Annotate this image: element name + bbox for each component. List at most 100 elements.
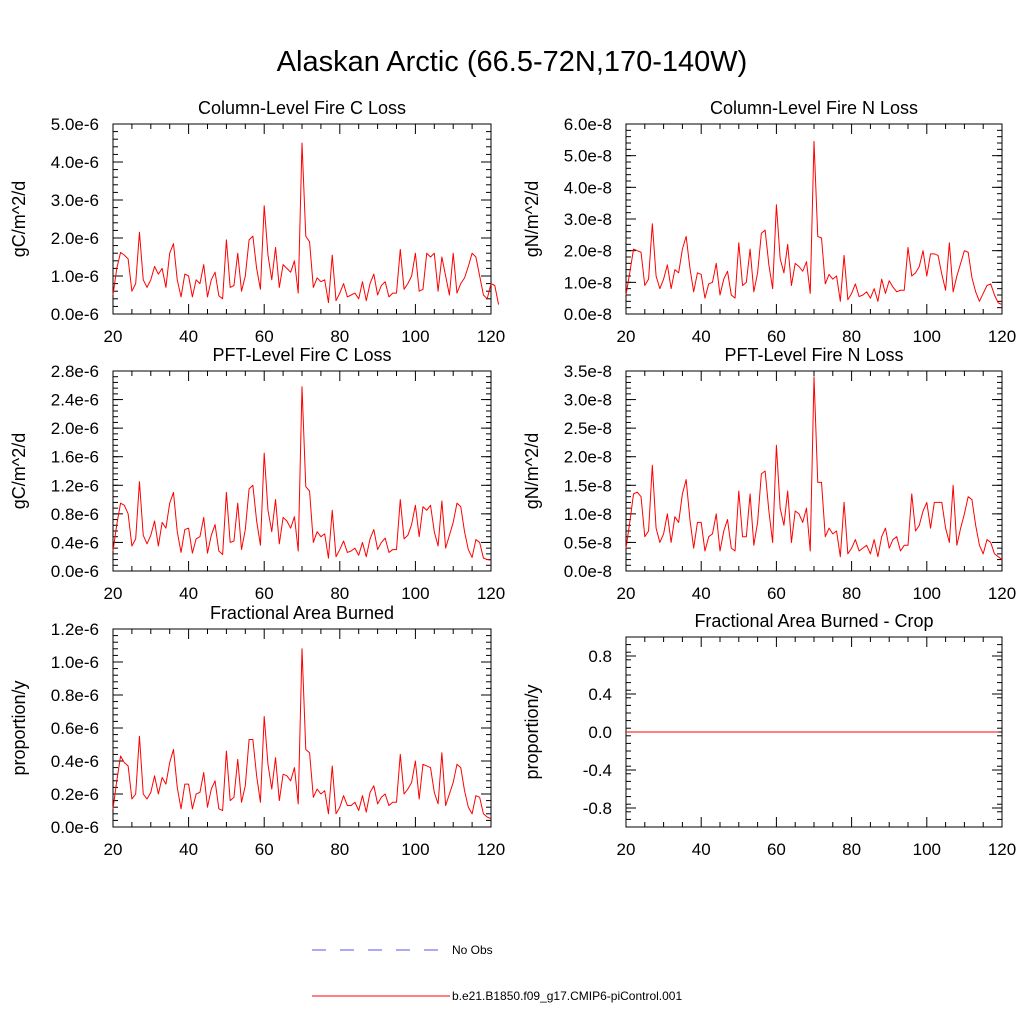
y-tick-label: 0.4e-6 [51,752,99,771]
y-tick-label: 3.0e-6 [51,191,99,210]
y-tick-label: 1.6e-6 [51,448,99,467]
y-tick-label: 0.0e-8 [564,305,612,324]
y-tick-label: 4.0e-6 [51,153,99,172]
y-tick-label: 1.0e-6 [51,267,99,286]
y-tick-label: 3.5e-8 [564,362,612,381]
y-tick-label: 2.0e-6 [51,229,99,248]
x-tick-label: 80 [842,584,861,603]
y-tick-label: 2.8e-6 [51,362,99,381]
y-tick-label: 0.0e-6 [51,562,99,581]
chart-title: PFT-Level Fire C Loss [212,345,391,365]
x-tick-label: 60 [767,327,786,346]
series-line [625,140,1003,305]
y-tick-label: -0.4 [583,761,612,780]
series-line [625,376,1003,560]
y-axis-label: gN/m^2/d [522,433,542,509]
x-tick-label: 120 [477,327,505,346]
series-line [112,142,500,305]
y-tick-label: 1.0e-6 [51,653,99,672]
y-tick-label: 0.0e-8 [564,562,612,581]
x-tick-label: 20 [617,840,636,859]
y-tick-label: 6.0e-8 [564,115,612,134]
figure-title: Alaskan Arctic (66.5-72N,170-140W) [276,46,748,78]
y-tick-label: 1.2e-6 [51,620,99,639]
y-tick-label: 0.4 [588,685,612,704]
x-tick-label: 40 [179,840,198,859]
y-tick-label: 2.5e-8 [564,419,612,438]
y-tick-label: 0.0e-6 [51,818,99,837]
chart-panel-2: 20 40 60 80 100 120 0.0e-8 1.0e-8 2.0e-8 3.0e-8 4.… [522,98,1016,346]
chart-title: PFT-Level Fire N Loss [724,345,903,365]
y-tick-label: 3.0e-8 [564,210,612,229]
x-tick-label: 120 [988,840,1016,859]
y-tick-label: 1.0e-8 [564,273,612,292]
y-tick-label: 2.0e-6 [51,419,99,438]
y-tick-label: 4.0e-8 [564,178,612,197]
x-tick-label: 40 [179,327,198,346]
x-tick-label: 100 [913,327,941,346]
chart-panel-1: 20 40 60 80 100 120 0.0e-6 1.0e-6 2.0e-6 3.0e-6 4.… [9,98,505,346]
y-tick-label: 1.5e-8 [564,476,612,495]
y-tick-label: 0.0 [588,723,612,742]
chart-title: Fractional Area Burned [210,603,394,623]
x-tick-label: 20 [104,840,123,859]
y-axis-label: gC/m^2/d [9,181,29,257]
chart-panel-6: 20 40 60 80 100 120 -0.8 -0.4 0.0 0.4 0.8 Fractiona… [522,611,1016,859]
y-tick-label: 0.5e-8 [564,533,612,552]
x-tick-label: 80 [842,327,861,346]
x-tick-label: 20 [104,327,123,346]
series-line [112,648,492,820]
y-tick-label: 1.0e-8 [564,505,612,524]
x-tick-label: 60 [767,584,786,603]
y-tick-label: 0.6e-6 [51,719,99,738]
y-tick-label: 0.8e-6 [51,686,99,705]
x-tick-label: 60 [255,584,274,603]
y-tick-label: 0.0e-6 [51,305,99,324]
y-tick-label: 5.0e-6 [51,115,99,134]
series-line [112,386,492,561]
chart-panel-4: 20 40 60 80 100 120 0.0e-8 0.5e-8 1.0e-8 1.5e-8 2.… [522,345,1016,603]
chart-title: Column-Level Fire N Loss [710,98,918,118]
y-tick-label: 5.0e-8 [564,147,612,166]
x-tick-label: 100 [913,584,941,603]
plot-frame [625,370,1003,572]
y-axis-label: gN/m^2/d [522,181,542,257]
x-tick-label: 80 [330,327,349,346]
x-tick-label: 120 [988,584,1016,603]
x-tick-label: 20 [104,584,123,603]
x-tick-label: 40 [692,584,711,603]
x-tick-label: 120 [477,584,505,603]
x-tick-label: 20 [617,584,636,603]
y-tick-label: 2.0e-8 [564,242,612,261]
chart-panel-3: 20 40 60 80 100 120 0.0e-6 0.4e-6 0.8e-6 1.2e-6 1.… [9,345,505,603]
x-tick-label: 80 [842,840,861,859]
y-axis-label: proportion/y [9,680,29,775]
x-tick-label: 60 [255,840,274,859]
x-tick-label: 100 [401,840,429,859]
x-tick-label: 80 [330,584,349,603]
y-axis-label: gC/m^2/d [9,433,29,509]
y-tick-label: 0.8 [588,647,612,666]
x-tick-label: 100 [401,327,429,346]
x-tick-label: 60 [767,840,786,859]
chart-title: Fractional Area Burned - Crop [694,611,933,631]
chart-panel-5: 20 40 60 80 100 120 0.0e-6 0.2e-6 0.4e-6 0.6e-6 0.… [9,603,505,859]
x-tick-label: 40 [179,584,198,603]
x-tick-label: 120 [477,840,505,859]
x-tick-label: 40 [692,327,711,346]
y-tick-label: 0.8e-6 [51,505,99,524]
legend-samples [312,949,450,997]
x-tick-label: 60 [255,327,274,346]
x-tick-label: 20 [617,327,636,346]
x-tick-label: 100 [401,584,429,603]
x-tick-label: 100 [913,840,941,859]
y-tick-label: 0.2e-6 [51,785,99,804]
chart-title: Column-Level Fire C Loss [198,98,406,118]
y-tick-label: -0.8 [583,799,612,818]
y-tick-label: 3.0e-8 [564,391,612,410]
y-axis-label: proportion/y [522,684,542,779]
x-tick-label: 40 [692,840,711,859]
x-tick-label: 80 [330,840,349,859]
y-tick-label: 2.0e-8 [564,448,612,467]
